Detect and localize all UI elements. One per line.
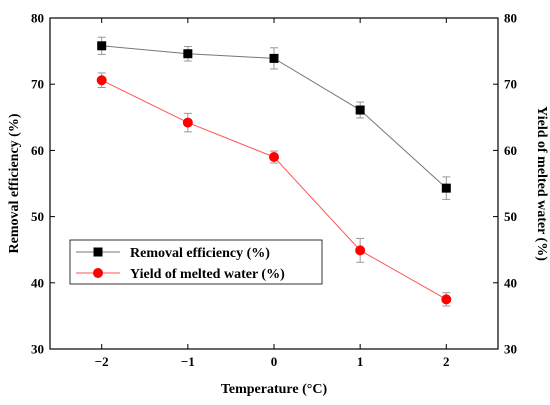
data-point-square xyxy=(183,49,193,59)
y-tick-label-right: 60 xyxy=(504,143,517,158)
y-tick-label-right: 80 xyxy=(504,11,517,26)
data-point-square xyxy=(441,183,451,193)
data-point-circle xyxy=(441,294,452,305)
y-tick-label-right: 70 xyxy=(504,77,517,92)
y-tick-label-left: 30 xyxy=(31,342,44,357)
y-tick-label-left: 60 xyxy=(31,143,44,158)
y-axis-title-right: Yield of melted water (%) xyxy=(534,106,549,261)
y-axis-ticks: 30 30 40 40 50 50 60 60 70 70 80 80 xyxy=(31,11,517,357)
y-tick-label-left: 80 xyxy=(31,11,44,26)
x-tick-label: 2 xyxy=(443,354,450,369)
legend-marker-yield xyxy=(93,268,103,278)
x-axis-ticks: −2 −1 0 1 2 xyxy=(95,18,450,369)
legend-label-removal: Removal efficiency (%) xyxy=(130,246,270,261)
x-tick-label: −2 xyxy=(95,354,109,369)
y-tick-label-right: 40 xyxy=(504,275,517,290)
data-point-circle xyxy=(269,152,279,163)
data-point-circle xyxy=(96,75,107,86)
y-tick-label-right: 50 xyxy=(504,209,517,224)
data-point-square xyxy=(269,53,279,63)
x-tick-label: 1 xyxy=(357,354,364,369)
y-tick-label-left: 70 xyxy=(31,77,44,92)
legend-box xyxy=(69,239,323,285)
data-point-square xyxy=(355,105,365,115)
legend: Removal efficiency (%) Yield of melted w… xyxy=(69,239,323,285)
y-tick-label-left: 40 xyxy=(31,275,44,290)
legend-marker-removal xyxy=(93,247,103,257)
x-axis-title: Temperature (°C) xyxy=(221,382,328,397)
y-tick-label-left: 50 xyxy=(31,209,44,224)
data-point-circle xyxy=(182,117,193,128)
series-layer xyxy=(96,36,452,307)
x-tick-label: −1 xyxy=(181,354,195,369)
x-tick-label: 0 xyxy=(271,354,278,369)
y-axis-title-left: Removal efficiency (%) xyxy=(7,113,22,253)
legend-label-yield: Yield of melted water (%) xyxy=(130,267,285,282)
y-tick-label-right: 30 xyxy=(504,342,517,357)
data-point-circle xyxy=(355,245,366,256)
data-point-square xyxy=(97,41,107,51)
